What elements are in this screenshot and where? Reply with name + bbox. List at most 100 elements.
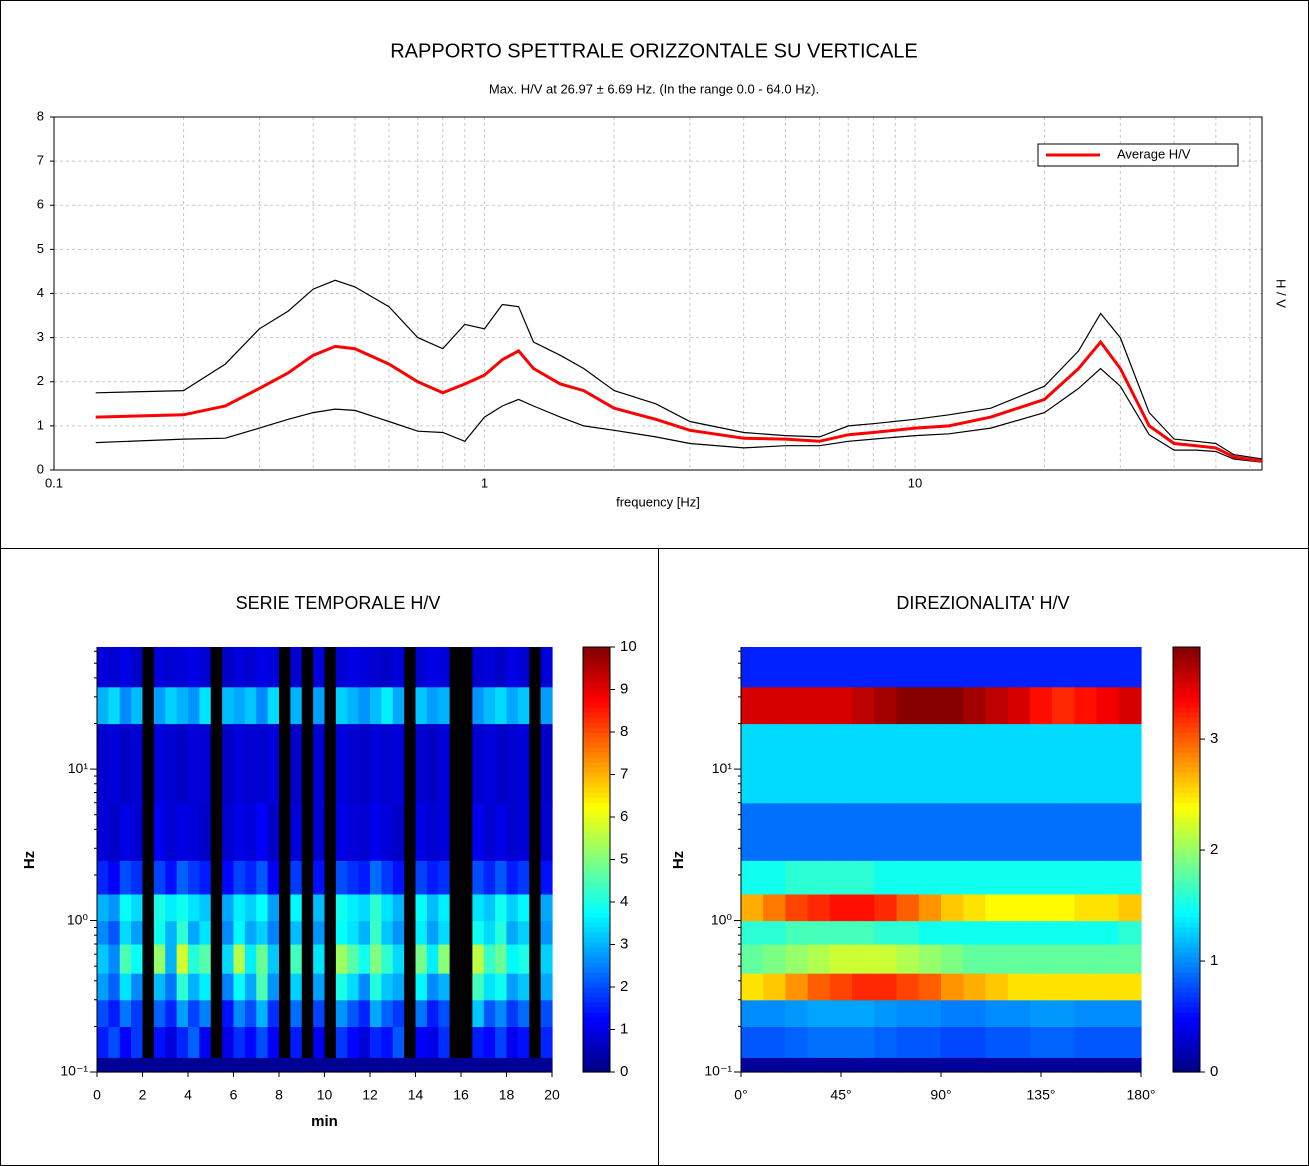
heat-cell [785, 647, 809, 688]
heat-cell [267, 893, 280, 922]
heat-cell [233, 686, 246, 725]
heat-cell [506, 686, 519, 725]
heat-cell [415, 723, 428, 804]
heat-cell [472, 647, 485, 688]
colorbar-step [1173, 1007, 1200, 1013]
heat-cell [517, 1026, 530, 1058]
heat-cell [370, 860, 382, 895]
heat-cell [358, 944, 371, 974]
heat-cell [392, 893, 405, 922]
heat-cell [210, 1057, 223, 1073]
heat-cell [199, 973, 212, 1001]
missing-cell [404, 860, 417, 895]
colorbar-step [583, 757, 610, 763]
heat-cell [874, 723, 898, 804]
heat-cell [1007, 802, 1031, 861]
heat-cell [199, 944, 212, 974]
heat-cell [165, 1057, 178, 1073]
heat-cell [370, 893, 382, 922]
series-line [95, 339, 1263, 463]
colorbar-step [1173, 692, 1200, 698]
missing-cell [210, 802, 223, 861]
heat-cell [381, 999, 394, 1028]
heat-cell [244, 860, 257, 895]
heat-cell [267, 999, 280, 1028]
heat-cell [852, 686, 875, 725]
heat-cell [1052, 944, 1075, 974]
colorbar-step [583, 1057, 610, 1063]
heat-cell [852, 1057, 875, 1073]
heat-cell [438, 802, 451, 861]
heat-cell [918, 647, 942, 688]
heat-cell [153, 973, 166, 1001]
heat-cell [918, 802, 942, 861]
colorbar-step [1173, 987, 1200, 993]
heat-cell [222, 686, 235, 725]
colorbar-step [1173, 712, 1200, 718]
colorbar-step [1173, 1027, 1200, 1033]
heat-cell [233, 999, 246, 1028]
heat-cell [290, 893, 303, 922]
heat-cell [256, 973, 269, 1001]
colorbar-step [1173, 947, 1200, 953]
heat-cell [540, 999, 553, 1028]
y-tick-label: 6 [37, 197, 44, 212]
heat-cell [483, 647, 496, 688]
y-tick-label: 8 [37, 108, 44, 123]
heat-cell [1074, 686, 1098, 725]
heat-cell [472, 723, 485, 804]
missing-cell [404, 802, 417, 861]
heat-cell [290, 973, 303, 1001]
heat-cell [256, 802, 269, 861]
heat-cell [438, 893, 451, 922]
heat-cell [874, 973, 898, 1001]
x-tick-label: 8 [275, 1087, 283, 1103]
heat-cell [763, 999, 787, 1028]
heat-cell [506, 1026, 519, 1058]
heat-cell [785, 686, 809, 725]
heat-cell [1096, 723, 1120, 804]
heat-cell [1118, 860, 1142, 895]
heat-cell [176, 723, 189, 804]
heat-cell [874, 647, 898, 688]
heat-cell [108, 686, 121, 725]
heat-cell [874, 999, 898, 1028]
heat-cell [131, 944, 144, 974]
heat-cell [97, 860, 109, 895]
colorbar-step [583, 1067, 610, 1073]
colorbar-step [583, 1042, 610, 1048]
heat-cell [1096, 944, 1120, 974]
heat-cell [108, 920, 121, 945]
colorbar-step [583, 942, 610, 948]
heat-cell [941, 802, 964, 861]
heat-cell [119, 973, 132, 1001]
heat-cell [233, 802, 246, 861]
heat-cell [483, 686, 496, 725]
heat-cell [108, 944, 121, 974]
missing-cell [449, 920, 462, 945]
heat-cell [381, 944, 394, 974]
missing-cell [301, 999, 314, 1028]
colorbar-step [1173, 982, 1200, 988]
colorbar-step [583, 747, 610, 753]
missing-cell [142, 723, 155, 804]
colorbar-step [1173, 1032, 1200, 1038]
colorbar-step [1173, 777, 1200, 783]
heat-cell [963, 1057, 987, 1073]
heat-cell [985, 686, 1009, 725]
heat-cell [313, 647, 326, 688]
x-tick-label: 90° [930, 1087, 951, 1103]
heat-cell [438, 860, 451, 895]
heat-cell [1029, 893, 1053, 922]
heat-cell [741, 973, 764, 1001]
heat-cell [852, 647, 875, 688]
heat-cell [381, 860, 394, 895]
colorbar-label: 10 [620, 638, 637, 655]
y-tick-label: 10⁻¹ [60, 1063, 88, 1079]
heat-cell [381, 647, 394, 688]
heat-cell [176, 973, 189, 1001]
missing-cell [301, 920, 314, 945]
colorbar-step [583, 902, 610, 908]
colorbar-step [583, 922, 610, 928]
heat-cell [222, 1057, 235, 1073]
